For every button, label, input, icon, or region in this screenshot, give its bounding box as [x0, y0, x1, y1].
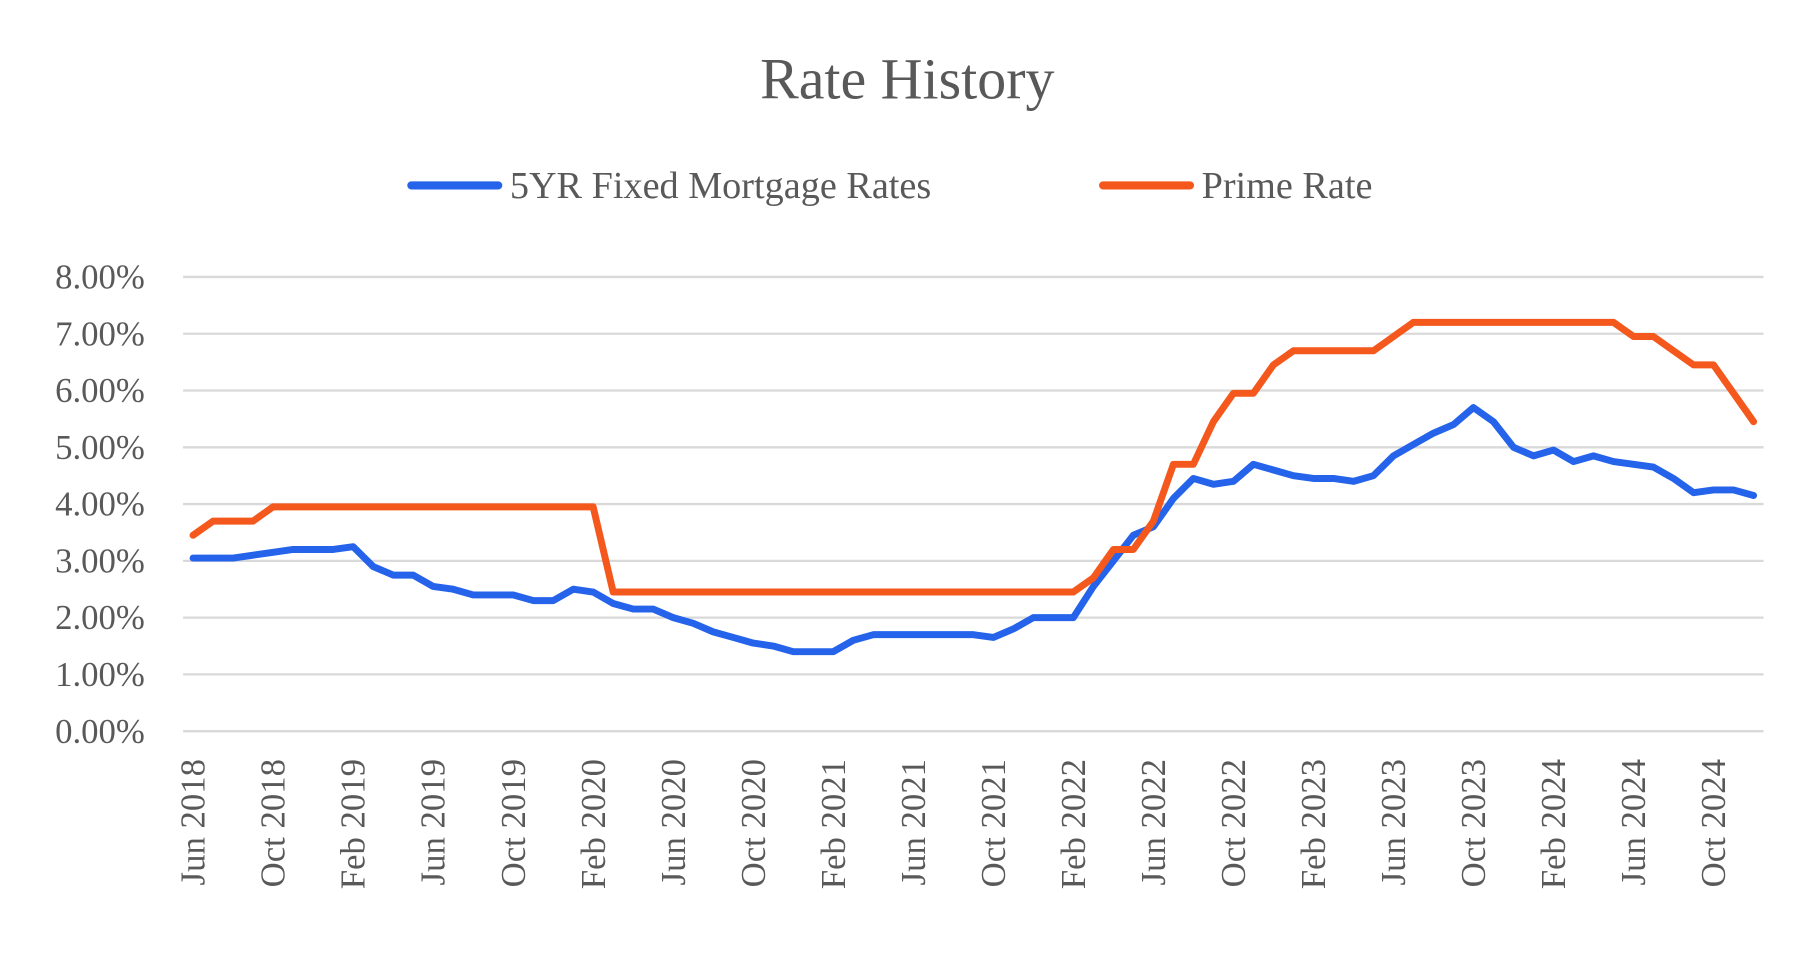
x-tick-label: Oct 2023 — [1454, 759, 1493, 887]
x-tick-label: Feb 2021 — [814, 759, 853, 889]
x-tick-label: Oct 2021 — [974, 759, 1013, 887]
legend-label: Prime Rate — [1202, 165, 1373, 207]
x-tick-label: Jun 2021 — [894, 759, 933, 885]
x-tick-label: Oct 2024 — [1694, 759, 1733, 887]
y-tick-label: 1.00% — [55, 655, 145, 694]
legend-label: 5YR Fixed Mortgage Rates — [510, 165, 931, 207]
y-tick-label: 3.00% — [55, 541, 145, 580]
x-tick-label: Oct 2018 — [254, 759, 293, 887]
y-tick-label: 8.00% — [55, 258, 145, 297]
y-tick-label: 7.00% — [55, 314, 145, 353]
x-tick-label: Feb 2019 — [334, 759, 373, 889]
series-line — [189, 318, 1758, 596]
y-tick-label: 6.00% — [55, 371, 145, 410]
y-tick-label: 5.00% — [55, 428, 145, 467]
x-tick-label: Feb 2020 — [574, 759, 613, 889]
x-tick-label: Jun 2024 — [1614, 759, 1653, 885]
series-line — [189, 404, 1758, 656]
x-tick-label: Oct 2019 — [494, 759, 533, 887]
y-tick-label: 2.00% — [55, 598, 145, 637]
x-tick-label: Jun 2018 — [174, 759, 213, 885]
x-tick-label: Jun 2020 — [654, 759, 693, 885]
x-tick-label: Jun 2023 — [1374, 759, 1413, 885]
y-tick-label: 0.00% — [55, 712, 145, 751]
x-tick-label: Jun 2022 — [1134, 759, 1173, 885]
x-tick-label: Jun 2019 — [414, 759, 453, 885]
x-tick-label: Feb 2022 — [1054, 759, 1093, 889]
x-tick-label: Oct 2022 — [1214, 759, 1253, 887]
y-tick-label: 4.00% — [55, 485, 145, 524]
chart-title: Rate History — [760, 47, 1054, 112]
x-tick-label: Feb 2023 — [1294, 759, 1333, 889]
x-tick-label: Oct 2020 — [734, 759, 773, 887]
x-tick-label: Feb 2024 — [1534, 759, 1573, 889]
